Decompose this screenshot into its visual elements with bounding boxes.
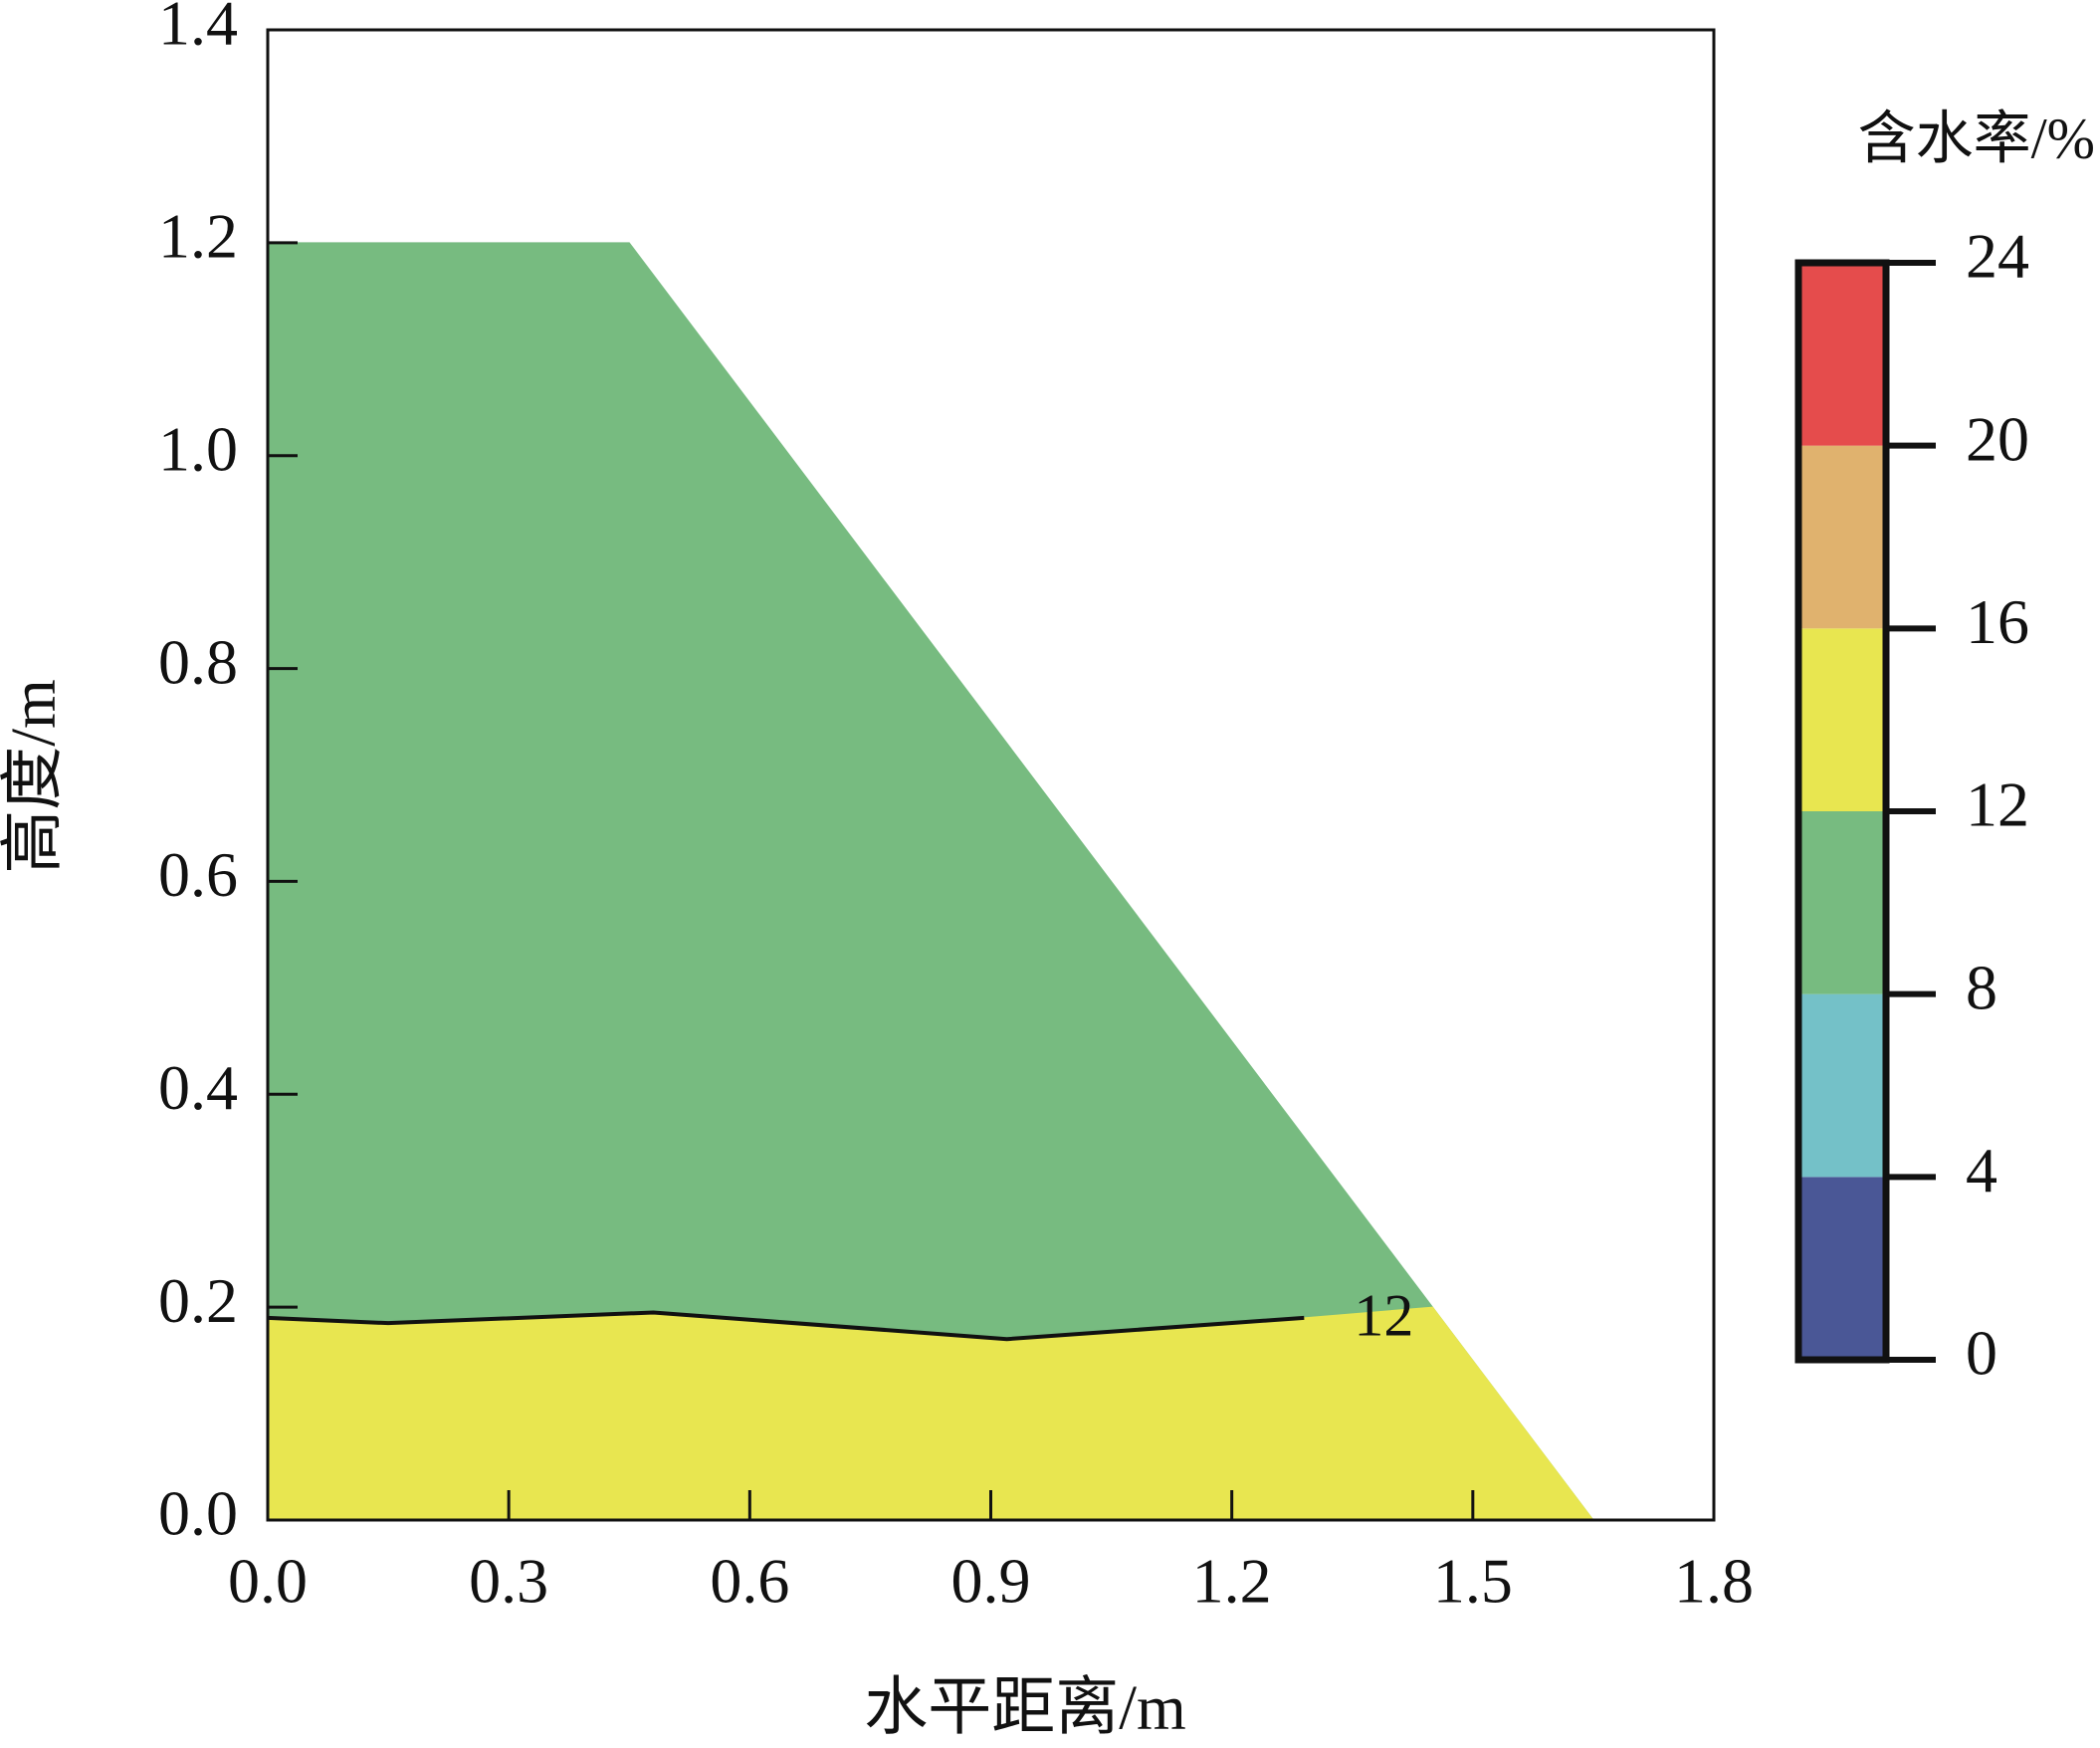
y-tick-label: 1.4	[158, 0, 238, 59]
x-tick-label: 0.0	[228, 1546, 308, 1617]
colorbar-tick-label: 4	[1966, 1135, 1997, 1205]
y-tick-label: 0.4	[158, 1052, 238, 1123]
colorbar-band	[1798, 628, 1886, 811]
colorbar-band	[1798, 1177, 1886, 1360]
colorbar-band	[1798, 263, 1886, 446]
contour-line	[267, 1310, 1305, 1342]
colorbar-tick-label: 12	[1966, 769, 2029, 840]
x-tick-label: 0.9	[951, 1546, 1031, 1617]
contour-label: 12	[1354, 1283, 1413, 1349]
y-tick-label: 0.0	[158, 1478, 238, 1549]
colorbar-band	[1798, 445, 1886, 629]
colorbar-tick-label: 8	[1966, 952, 1997, 1022]
y-tick-label: 0.6	[158, 839, 238, 910]
y-axis-label: 高度/m	[0, 679, 69, 874]
y-tick-label: 0.8	[158, 626, 238, 697]
colorbar-tick-label: 16	[1966, 586, 2029, 657]
colorbar-tick-label: 0	[1966, 1318, 1997, 1389]
colorbar-band	[1798, 811, 1886, 994]
colorbar-tick-label: 24	[1966, 221, 2029, 292]
y-tick-label: 1.0	[158, 413, 238, 484]
x-tick-label: 1.2	[1192, 1546, 1272, 1617]
x-tick-label: 1.8	[1674, 1546, 1754, 1617]
x-tick-label: 1.5	[1433, 1546, 1513, 1617]
colorbar-tick-label: 20	[1966, 403, 2029, 474]
x-tick-label: 0.3	[469, 1546, 548, 1617]
y-tick-label: 1.2	[158, 201, 238, 272]
x-axis-label: 水平距离/m	[864, 1672, 1186, 1743]
colorbar-title: 含水率/%	[1858, 106, 2095, 170]
colorbar-band	[1798, 993, 1886, 1178]
y-tick-label: 0.2	[158, 1265, 238, 1336]
x-tick-label: 0.6	[710, 1546, 789, 1617]
